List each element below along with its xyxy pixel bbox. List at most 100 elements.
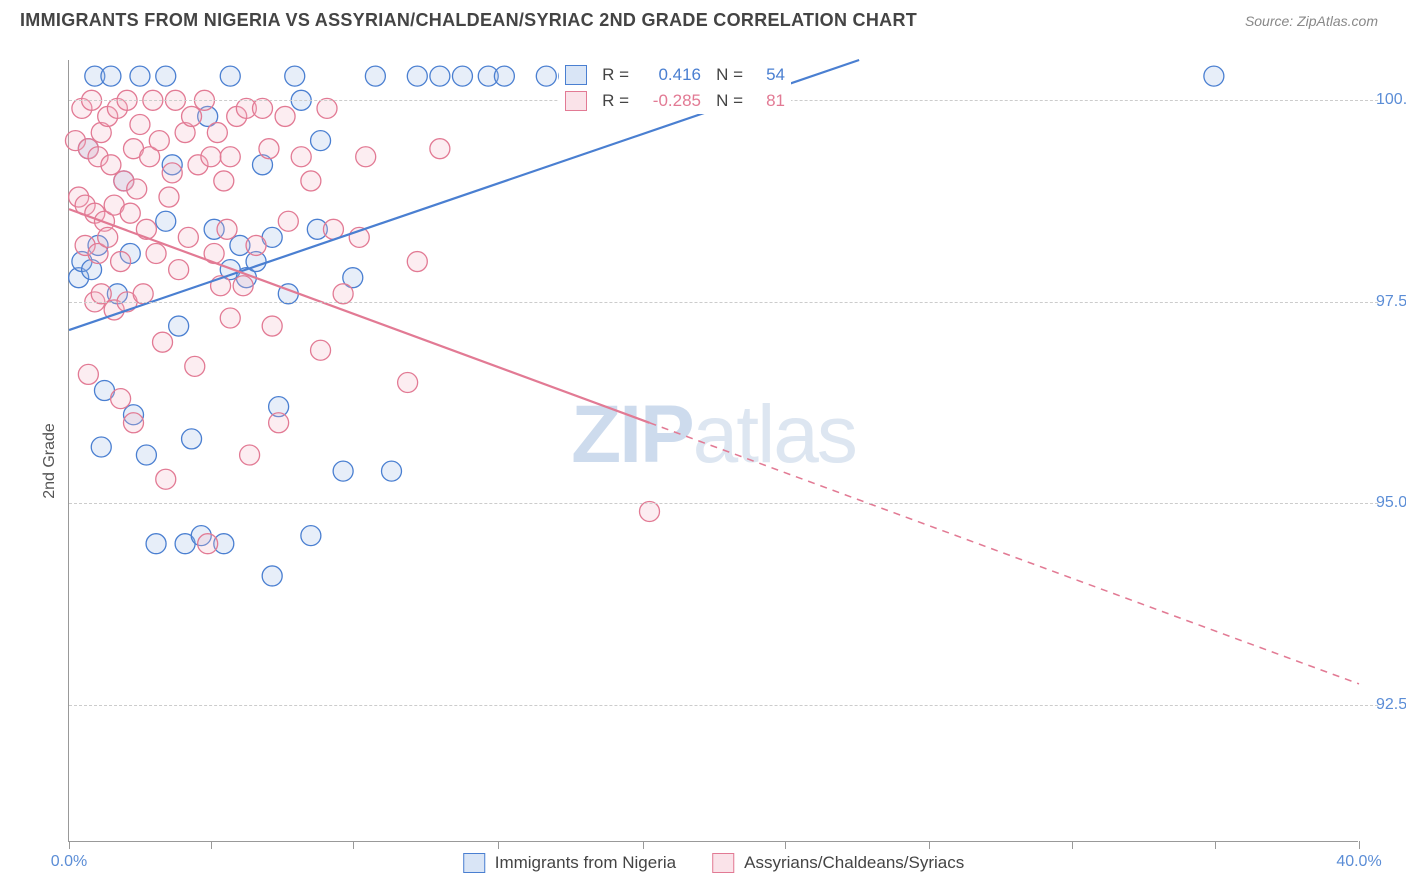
scatter-point xyxy=(317,98,337,118)
scatter-point xyxy=(217,219,237,239)
r-label: R = xyxy=(595,65,629,85)
correlation-legend-row: R = -0.285 N = 81 xyxy=(559,88,791,114)
r-label: R = xyxy=(595,91,629,111)
gridline xyxy=(69,503,1378,504)
series-legend-item: Assyrians/Chaldeans/Syriacs xyxy=(712,853,964,873)
x-tick xyxy=(929,841,930,849)
r-value: 0.416 xyxy=(637,65,701,85)
scatter-point xyxy=(178,227,198,247)
scatter-point xyxy=(262,566,282,586)
legend-swatch-icon xyxy=(712,853,734,873)
scatter-point xyxy=(494,66,514,86)
scatter-point xyxy=(182,106,202,126)
scatter-point xyxy=(240,445,260,465)
scatter-point xyxy=(136,445,156,465)
scatter-point xyxy=(430,66,450,86)
scatter-point xyxy=(201,147,221,167)
scatter-point xyxy=(220,147,240,167)
scatter-point xyxy=(124,413,144,433)
scatter-point xyxy=(333,461,353,481)
scatter-point xyxy=(430,139,450,159)
scatter-point xyxy=(407,252,427,272)
scatter-point xyxy=(398,372,418,392)
scatter-point xyxy=(278,211,298,231)
x-tick xyxy=(643,841,644,849)
scatter-point xyxy=(220,66,240,86)
scatter-point xyxy=(407,66,427,86)
x-tick xyxy=(1215,841,1216,849)
scatter-point xyxy=(246,235,266,255)
y-tick-label: 95.0% xyxy=(1376,494,1406,512)
scatter-point xyxy=(149,131,169,151)
scatter-point xyxy=(207,123,227,143)
scatter-point xyxy=(153,332,173,352)
scatter-point xyxy=(78,364,98,384)
scatter-point xyxy=(146,243,166,263)
scatter-point xyxy=(162,163,182,183)
scatter-point xyxy=(259,139,279,159)
scatter-point xyxy=(120,203,140,223)
y-axis-label: 2nd Grade xyxy=(41,423,59,499)
scatter-point xyxy=(365,66,385,86)
scatter-point xyxy=(640,501,660,521)
x-tick xyxy=(1072,841,1073,849)
x-tick xyxy=(498,841,499,849)
scatter-point xyxy=(333,284,353,304)
scatter-point xyxy=(301,526,321,546)
scatter-point xyxy=(98,227,118,247)
scatter-point xyxy=(111,252,131,272)
n-label: N = xyxy=(709,65,743,85)
legend-swatch-icon xyxy=(463,853,485,873)
scatter-point xyxy=(275,106,295,126)
series-name: Immigrants from Nigeria xyxy=(495,853,676,873)
scatter-point xyxy=(127,179,147,199)
y-tick-label: 92.5% xyxy=(1376,696,1406,714)
source-label: Source: ZipAtlas.com xyxy=(1245,13,1378,29)
scatter-point xyxy=(253,98,273,118)
plot-region: ZIPatlas R =0.416N =54R =-0.285N =81 Imm… xyxy=(68,60,1358,842)
trend-line-extrapolated xyxy=(650,423,1360,684)
scatter-point xyxy=(159,187,179,207)
scatter-point xyxy=(182,429,202,449)
correlation-legend: R = 0.416 N = 54 R = -0.285 N = 81 xyxy=(559,62,791,114)
gridline xyxy=(69,302,1378,303)
scatter-point xyxy=(101,66,121,86)
scatter-point xyxy=(382,461,402,481)
n-value: 81 xyxy=(751,91,785,111)
chart-title: IMMIGRANTS FROM NIGERIA VS ASSYRIAN/CHAL… xyxy=(20,10,917,31)
scatter-point xyxy=(130,66,150,86)
scatter-point xyxy=(101,155,121,175)
scatter-point xyxy=(452,66,472,86)
scatter-point xyxy=(301,171,321,191)
chart-header: IMMIGRANTS FROM NIGERIA VS ASSYRIAN/CHAL… xyxy=(0,0,1406,37)
scatter-point xyxy=(269,413,289,433)
correlation-legend-row: R = 0.416 N = 54 xyxy=(559,62,791,88)
x-tick xyxy=(69,841,70,849)
x-tick xyxy=(1359,841,1360,849)
scatter-point xyxy=(91,284,111,304)
scatter-point xyxy=(262,316,282,336)
scatter-point xyxy=(91,437,111,457)
series-name: Assyrians/Chaldeans/Syriacs xyxy=(744,853,964,873)
r-value: -0.285 xyxy=(637,91,701,111)
series-legend-item: Immigrants from Nigeria xyxy=(463,853,676,873)
y-tick-label: 100.0% xyxy=(1376,91,1406,109)
scatter-point xyxy=(311,340,331,360)
x-tick xyxy=(785,841,786,849)
scatter-point xyxy=(146,534,166,554)
scatter-point xyxy=(185,356,205,376)
scatter-point xyxy=(214,171,234,191)
scatter-point xyxy=(133,284,153,304)
scatter-point xyxy=(156,66,176,86)
scatter-point xyxy=(136,219,156,239)
n-value: 54 xyxy=(751,65,785,85)
scatter-point xyxy=(311,131,331,151)
series-legend: Immigrants from Nigeria Assyrians/Chaldea… xyxy=(463,853,965,873)
scatter-point xyxy=(285,66,305,86)
scatter-point xyxy=(169,260,189,280)
scatter-point xyxy=(536,66,556,86)
scatter-point xyxy=(1204,66,1224,86)
x-tick-label: 40.0% xyxy=(1336,853,1381,871)
n-label: N = xyxy=(709,91,743,111)
legend-swatch-icon xyxy=(565,91,587,111)
